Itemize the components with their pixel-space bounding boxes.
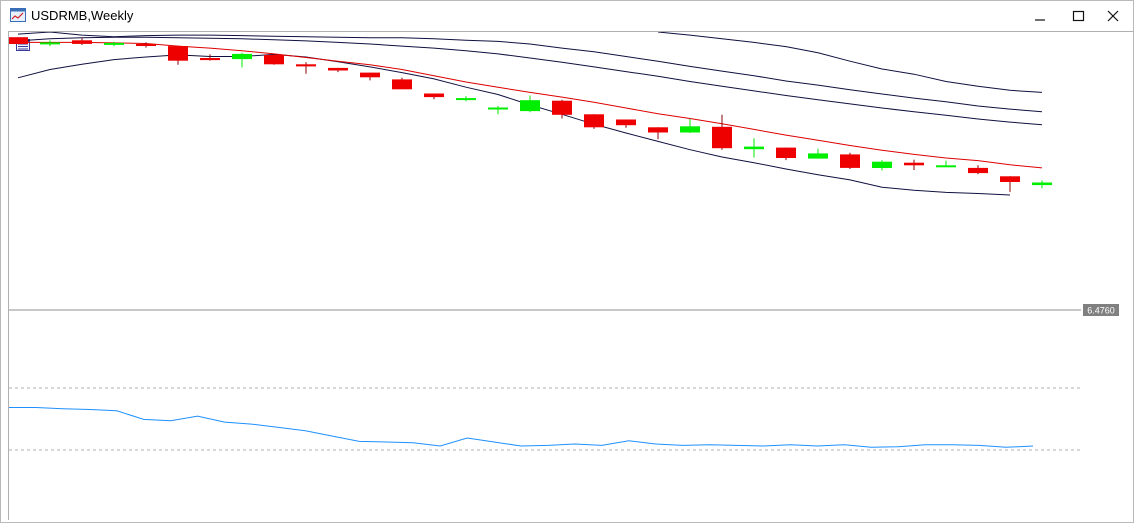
candle-up — [232, 53, 252, 60]
candle-down — [712, 126, 732, 149]
candle-up — [488, 107, 508, 110]
title-bar[interactable]: USDRMB,Weekly — [1, 1, 1133, 31]
upper-band-2-line — [17, 32, 1043, 113]
price-label-box — [1083, 304, 1119, 316]
candle-down — [392, 79, 412, 90]
candle-up — [744, 146, 764, 150]
candle-up — [936, 165, 956, 168]
candle-up — [680, 126, 700, 133]
candle-down — [264, 54, 284, 65]
candle-up — [40, 42, 60, 45]
candle-up — [104, 42, 124, 45]
maximize-icon — [1072, 10, 1085, 22]
minimize-button[interactable] — [1026, 5, 1054, 27]
candle-down — [648, 127, 668, 133]
candle-up — [872, 161, 892, 168]
minimize-icon — [1035, 19, 1045, 21]
candle-down — [9, 37, 28, 44]
candle-up — [1032, 182, 1052, 186]
candle-down — [424, 93, 444, 98]
oscillator-layer — [9, 387, 1081, 451]
moving-average-line — [18, 41, 1043, 169]
candle-down — [840, 154, 860, 168]
bands-layer — [17, 32, 1043, 196]
candle-down — [552, 100, 572, 115]
close-button[interactable] — [1099, 5, 1127, 27]
maximize-button[interactable] — [1064, 5, 1092, 27]
candle-down — [200, 58, 220, 61]
candles-layer — [9, 37, 1052, 192]
candle-down — [1000, 176, 1020, 182]
candle-down — [616, 119, 636, 126]
candle-down — [168, 46, 188, 61]
window-title: USDRMB,Weekly — [31, 8, 134, 23]
chart-area[interactable]: 6.4760 — [8, 31, 1133, 520]
candle-down — [136, 44, 156, 46]
candle-up — [456, 98, 476, 101]
candle-down — [328, 67, 348, 71]
candle-down — [72, 40, 92, 44]
price-label: 6.4760 — [1087, 306, 1115, 316]
candle-down — [360, 72, 380, 78]
close-icon — [1107, 10, 1119, 22]
price-chart[interactable]: 6.4760 — [9, 32, 1133, 520]
candle-down — [904, 162, 924, 166]
middle-band-line — [17, 36, 1043, 126]
candle-down — [296, 64, 316, 67]
candle-down — [584, 114, 604, 128]
candle-down — [968, 167, 988, 174]
chart-window-icon — [10, 8, 26, 22]
candle-up — [808, 153, 828, 159]
candle-down — [776, 147, 796, 158]
lower-band-line — [17, 53, 1011, 196]
oscillator-line — [9, 407, 1034, 448]
upper-band-line — [657, 32, 1043, 93]
candle-up — [520, 100, 540, 112]
